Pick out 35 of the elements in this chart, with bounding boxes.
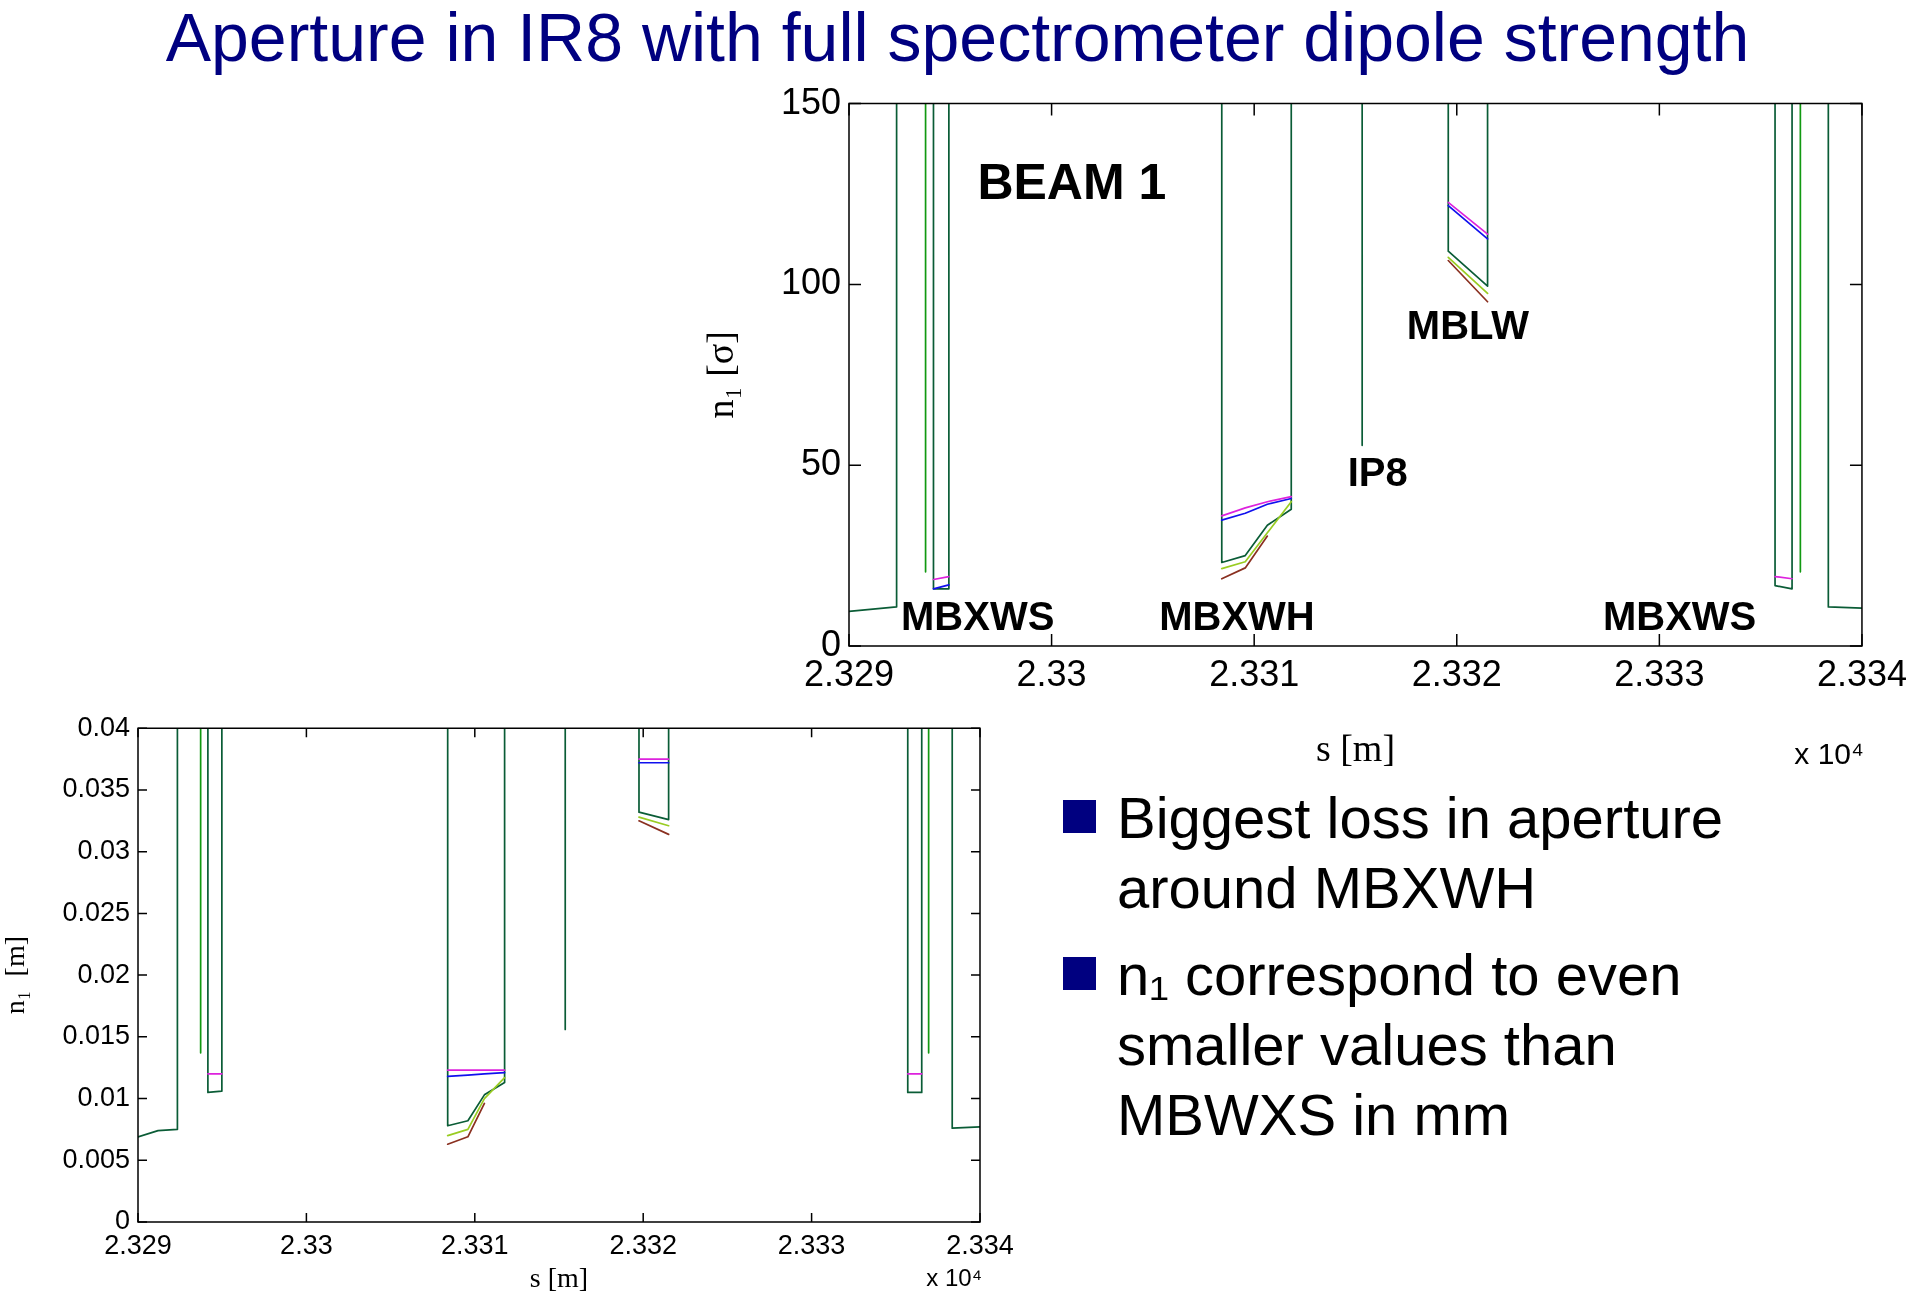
text: n₁ correspond to even smaller values than MBWXS in mm — [1117, 942, 1682, 1147]
annotation: MBXWS — [1602, 593, 1757, 638]
x-tick-label: 2.331 — [441, 1229, 509, 1260]
y-tick-label: 150 — [780, 80, 841, 122]
y-tick-label: 0.025 — [62, 896, 130, 927]
text: x 10⁴ — [1794, 737, 1864, 770]
y-tick-label: 0.015 — [62, 1020, 130, 1051]
x-tick-label: 2.333 — [1614, 652, 1705, 694]
y-tick-label: 0.01 — [77, 1082, 130, 1112]
x-axis-title: s [m] — [1315, 727, 1396, 770]
y-tick-label: 100 — [780, 261, 841, 303]
y-tick-label: 0.005 — [62, 1143, 130, 1174]
y-tick-label: 0.04 — [77, 711, 130, 742]
x-axis-title: s [m] — [529, 1261, 589, 1293]
x-tick-label: 2.332 — [609, 1229, 677, 1260]
annotation: MBLW — [1406, 302, 1530, 347]
x-tick-label: 2.334 — [946, 1229, 1014, 1260]
x-tick-label: 2.331 — [1209, 652, 1300, 694]
y-tick-label: 50 — [800, 442, 841, 484]
y-tick-label: 0.035 — [62, 773, 130, 804]
y-tick-label: 0.02 — [77, 958, 130, 989]
x-tick-label: 2.334 — [1816, 652, 1907, 694]
annotation: MBXWH — [1159, 593, 1315, 638]
x-tick-label: 2.33 — [1016, 652, 1087, 694]
annotation: IP8 — [1347, 449, 1408, 494]
y-tick-label: 0.03 — [77, 835, 130, 866]
y-axis-title: n₁ [σ] — [698, 331, 741, 419]
y-axis-title: n₁ [m] — [0, 936, 31, 1015]
x-tick-label: 2.33 — [280, 1229, 333, 1260]
annotation: MBXWS — [900, 593, 1055, 638]
text: BEAM 1 — [977, 153, 1167, 210]
text: Aperture in IR8 with full spectrometer dipole strength — [164, 0, 1751, 75]
text: x 10⁴ — [926, 1264, 982, 1291]
x-tick-label: 2.332 — [1411, 652, 1502, 694]
x-tick-label: 2.333 — [777, 1229, 846, 1260]
